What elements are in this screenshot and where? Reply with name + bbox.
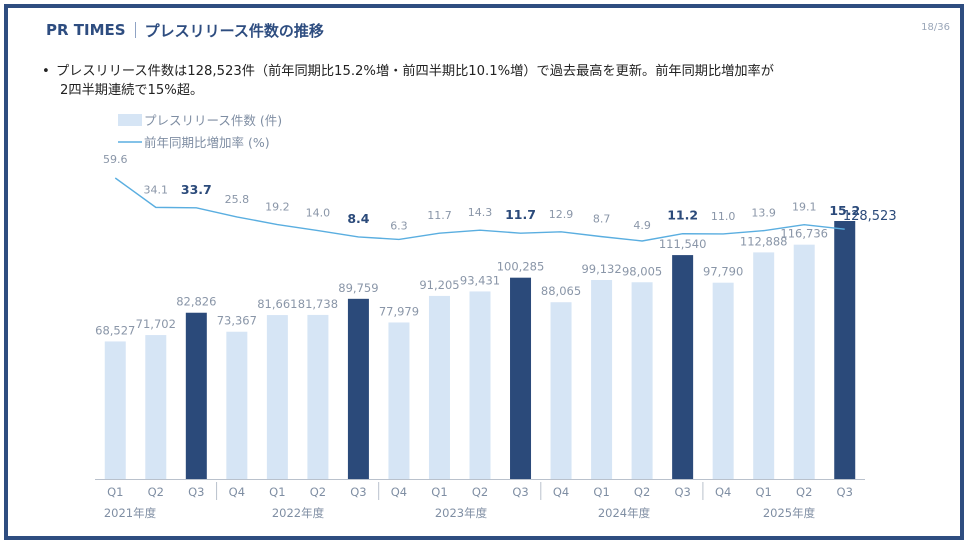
year-label-1: 2022年度 — [272, 506, 325, 520]
x-tick-label-0: Q1 — [107, 485, 123, 499]
year-label-3: 2024年度 — [598, 506, 651, 520]
bar-18 — [834, 221, 856, 479]
bar-value-label-8: 91,205 — [419, 278, 459, 292]
line-value-label-6: 8.4 — [347, 211, 369, 226]
bar-value-label-5: 81,738 — [298, 297, 338, 311]
x-tick-label-6: Q3 — [350, 485, 366, 499]
legend-line-label: 前年同期比増加率 (%) — [144, 135, 270, 150]
line-value-label-15: 11.0 — [711, 210, 736, 223]
x-tick-label-10: Q3 — [512, 485, 528, 499]
bar-value-label-14: 111,540 — [659, 237, 707, 251]
bar-0 — [104, 341, 126, 479]
bar-16 — [753, 252, 775, 479]
line-value-label-18: 15.2 — [829, 203, 860, 218]
bar-value-label-7: 77,979 — [379, 304, 419, 318]
line-value-label-13: 4.9 — [633, 219, 651, 232]
summary-bullet: • プレスリリース件数は128,523件（前年同期比15.2%増・前四半期比10.… — [42, 62, 922, 100]
bar-9 — [469, 291, 491, 479]
bar-value-label-17: 116,736 — [780, 227, 828, 241]
bar-value-label-12: 99,132 — [581, 262, 621, 276]
bar-2 — [185, 312, 207, 479]
header-divider — [134, 22, 136, 38]
bar-5 — [307, 314, 329, 479]
bar-value-label-9: 93,431 — [460, 273, 500, 287]
bar-value-label-18: 128,523 — [843, 209, 897, 224]
line-value-label-14: 11.2 — [667, 208, 698, 223]
bar-value-label-6: 89,759 — [338, 281, 378, 295]
bullet-dot: • — [42, 64, 50, 79]
x-tick-label-2: Q3 — [188, 485, 204, 499]
brand-name: PR TIMES — [46, 21, 126, 39]
line-value-label-9: 14.3 — [468, 206, 493, 219]
legend-bar-swatch — [118, 114, 142, 126]
bar-17 — [793, 244, 815, 479]
bar-11 — [550, 302, 572, 479]
bar-13 — [631, 282, 653, 479]
bar-8 — [428, 295, 450, 479]
x-tick-label-7: Q4 — [391, 485, 407, 499]
bar-value-label-10: 100,285 — [497, 260, 545, 274]
bar-1 — [145, 335, 167, 479]
bar-value-label-4: 81,661 — [257, 297, 297, 311]
x-tick-label-13: Q2 — [634, 485, 650, 499]
bar-6 — [347, 298, 369, 479]
summary-line-2: 2四半期連続で15%超。 — [60, 83, 204, 98]
line-value-label-0: 59.6 — [103, 153, 128, 166]
year-label-0: 2021年度 — [104, 506, 157, 520]
line-value-label-3: 25.8 — [225, 193, 250, 206]
line-value-label-4: 19.2 — [265, 201, 290, 214]
line-value-label-17: 19.1 — [792, 201, 817, 214]
x-tick-label-3: Q4 — [229, 485, 245, 499]
line-value-label-5: 14.0 — [306, 207, 331, 220]
x-tick-label-12: Q1 — [593, 485, 609, 499]
page-number: 18/36 — [921, 22, 950, 33]
x-tick-label-5: Q2 — [310, 485, 326, 499]
bar-4 — [266, 315, 288, 479]
x-tick-label-11: Q4 — [553, 485, 569, 499]
line-value-label-1: 34.1 — [144, 183, 169, 196]
bar-15 — [712, 282, 734, 479]
page-title: プレスリリース件数の推移 — [144, 21, 324, 40]
bar-10 — [510, 277, 532, 479]
x-tick-label-8: Q1 — [431, 485, 447, 499]
bar-14 — [672, 255, 694, 479]
year-label-4: 2025年度 — [763, 506, 816, 520]
legend-bar-label: プレスリリース件数 (件) — [144, 113, 282, 128]
year-label-2: 2023年度 — [435, 506, 488, 520]
line-value-label-12: 8.7 — [593, 213, 611, 226]
x-tick-label-9: Q2 — [472, 485, 488, 499]
line-value-label-16: 13.9 — [751, 207, 776, 220]
bar-12 — [591, 280, 613, 479]
bar-value-label-2: 82,826 — [176, 295, 216, 309]
bar-value-label-16: 112,888 — [740, 234, 788, 248]
bar-value-label-13: 98,005 — [622, 264, 662, 278]
bar-7 — [388, 322, 410, 479]
bar-value-label-0: 68,527 — [95, 323, 135, 337]
line-value-label-7: 6.3 — [390, 219, 408, 232]
bar-value-label-11: 88,065 — [541, 284, 581, 298]
x-tick-label-16: Q1 — [755, 485, 771, 499]
summary-line-1: プレスリリース件数は128,523件（前年同期比15.2%増・前四半期比10.1… — [56, 64, 774, 79]
x-tick-label-18: Q3 — [837, 485, 853, 499]
line-value-label-10: 11.7 — [505, 207, 536, 222]
bar-value-label-3: 73,367 — [217, 314, 257, 328]
line-value-label-11: 12.9 — [549, 208, 574, 221]
slide-header: PR TIMES プレスリリース件数の推移 — [46, 18, 324, 42]
line-value-label-8: 11.7 — [427, 209, 452, 222]
bar-3 — [226, 331, 248, 479]
x-tick-label-1: Q2 — [148, 485, 164, 499]
bar-value-label-1: 71,702 — [136, 317, 176, 331]
x-tick-label-14: Q3 — [674, 485, 690, 499]
yoy-growth-line — [114, 177, 845, 242]
line-value-label-2: 33.7 — [181, 182, 212, 197]
x-tick-label-15: Q4 — [715, 485, 731, 499]
x-tick-label-4: Q1 — [269, 485, 285, 499]
x-tick-label-17: Q2 — [796, 485, 812, 499]
bar-value-label-15: 97,790 — [703, 265, 743, 279]
